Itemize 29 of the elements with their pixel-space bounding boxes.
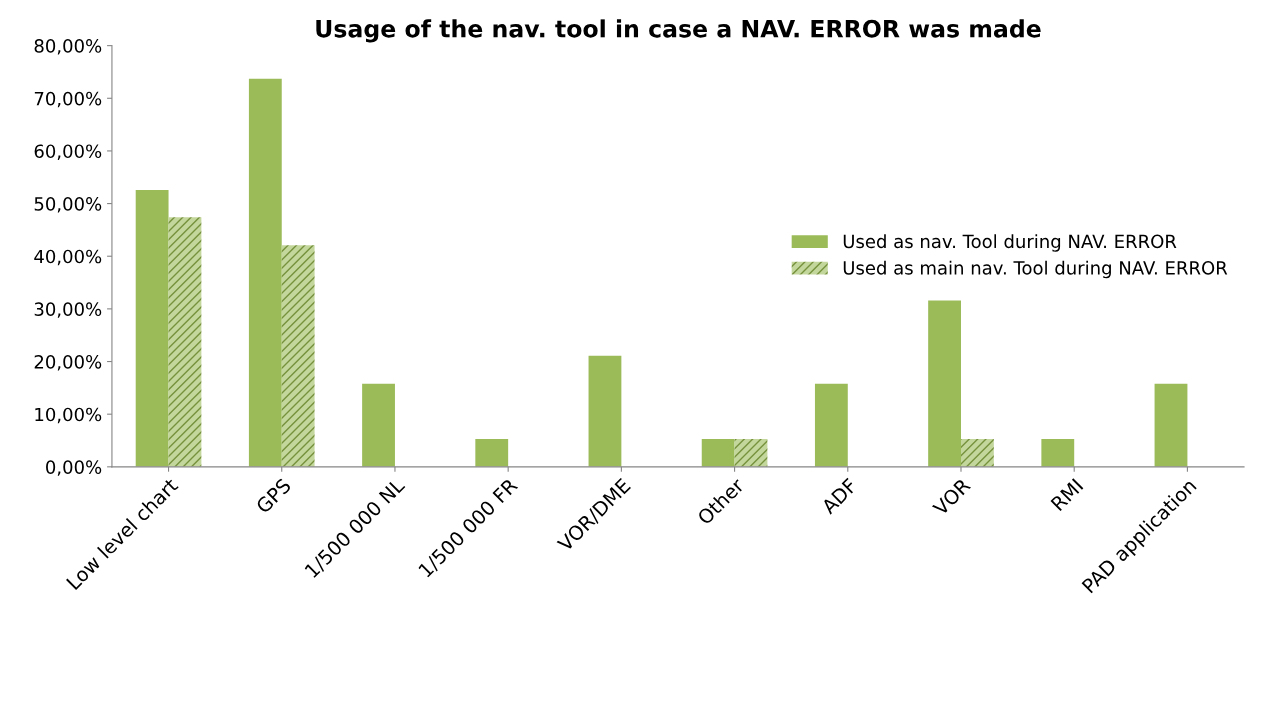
x-tick-label: GPS (255, 477, 292, 515)
bar (135, 189, 169, 467)
bar (362, 383, 395, 467)
y-tick-label: 0,00% (46, 460, 102, 476)
y-tick-label: 20,00% (34, 354, 102, 371)
bar (1154, 383, 1188, 467)
y-tick-label: 80,00% (34, 39, 102, 55)
bar (961, 438, 994, 467)
bar (248, 78, 282, 467)
bar (701, 438, 735, 467)
chart-title: Usage of the nav. tool in case a NAV. ERROR was made (316, 19, 1041, 43)
bar (588, 355, 622, 467)
bar (168, 217, 202, 467)
legend-label: Used as nav. Tool during NAV. ERROR (843, 234, 1177, 252)
bar (475, 438, 509, 467)
x-tick-label: RMI (1050, 478, 1084, 512)
x-tick-label: VOR (931, 477, 972, 517)
y-tick-label: 60,00% (34, 144, 102, 160)
y-tick-label: 70,00% (34, 91, 102, 108)
y-tick-label: 30,00% (34, 302, 102, 318)
bar (814, 383, 848, 467)
bar (928, 300, 961, 467)
bar (734, 438, 768, 467)
y-tick-label: 10,00% (35, 407, 102, 424)
y-tick-label: 50,00% (34, 197, 102, 213)
y-tick-label: 40,00% (34, 249, 102, 266)
legend-label: Used as main nav. Tool during NAV. ERROR (843, 260, 1228, 279)
bar (1041, 438, 1075, 467)
bar (281, 245, 315, 467)
